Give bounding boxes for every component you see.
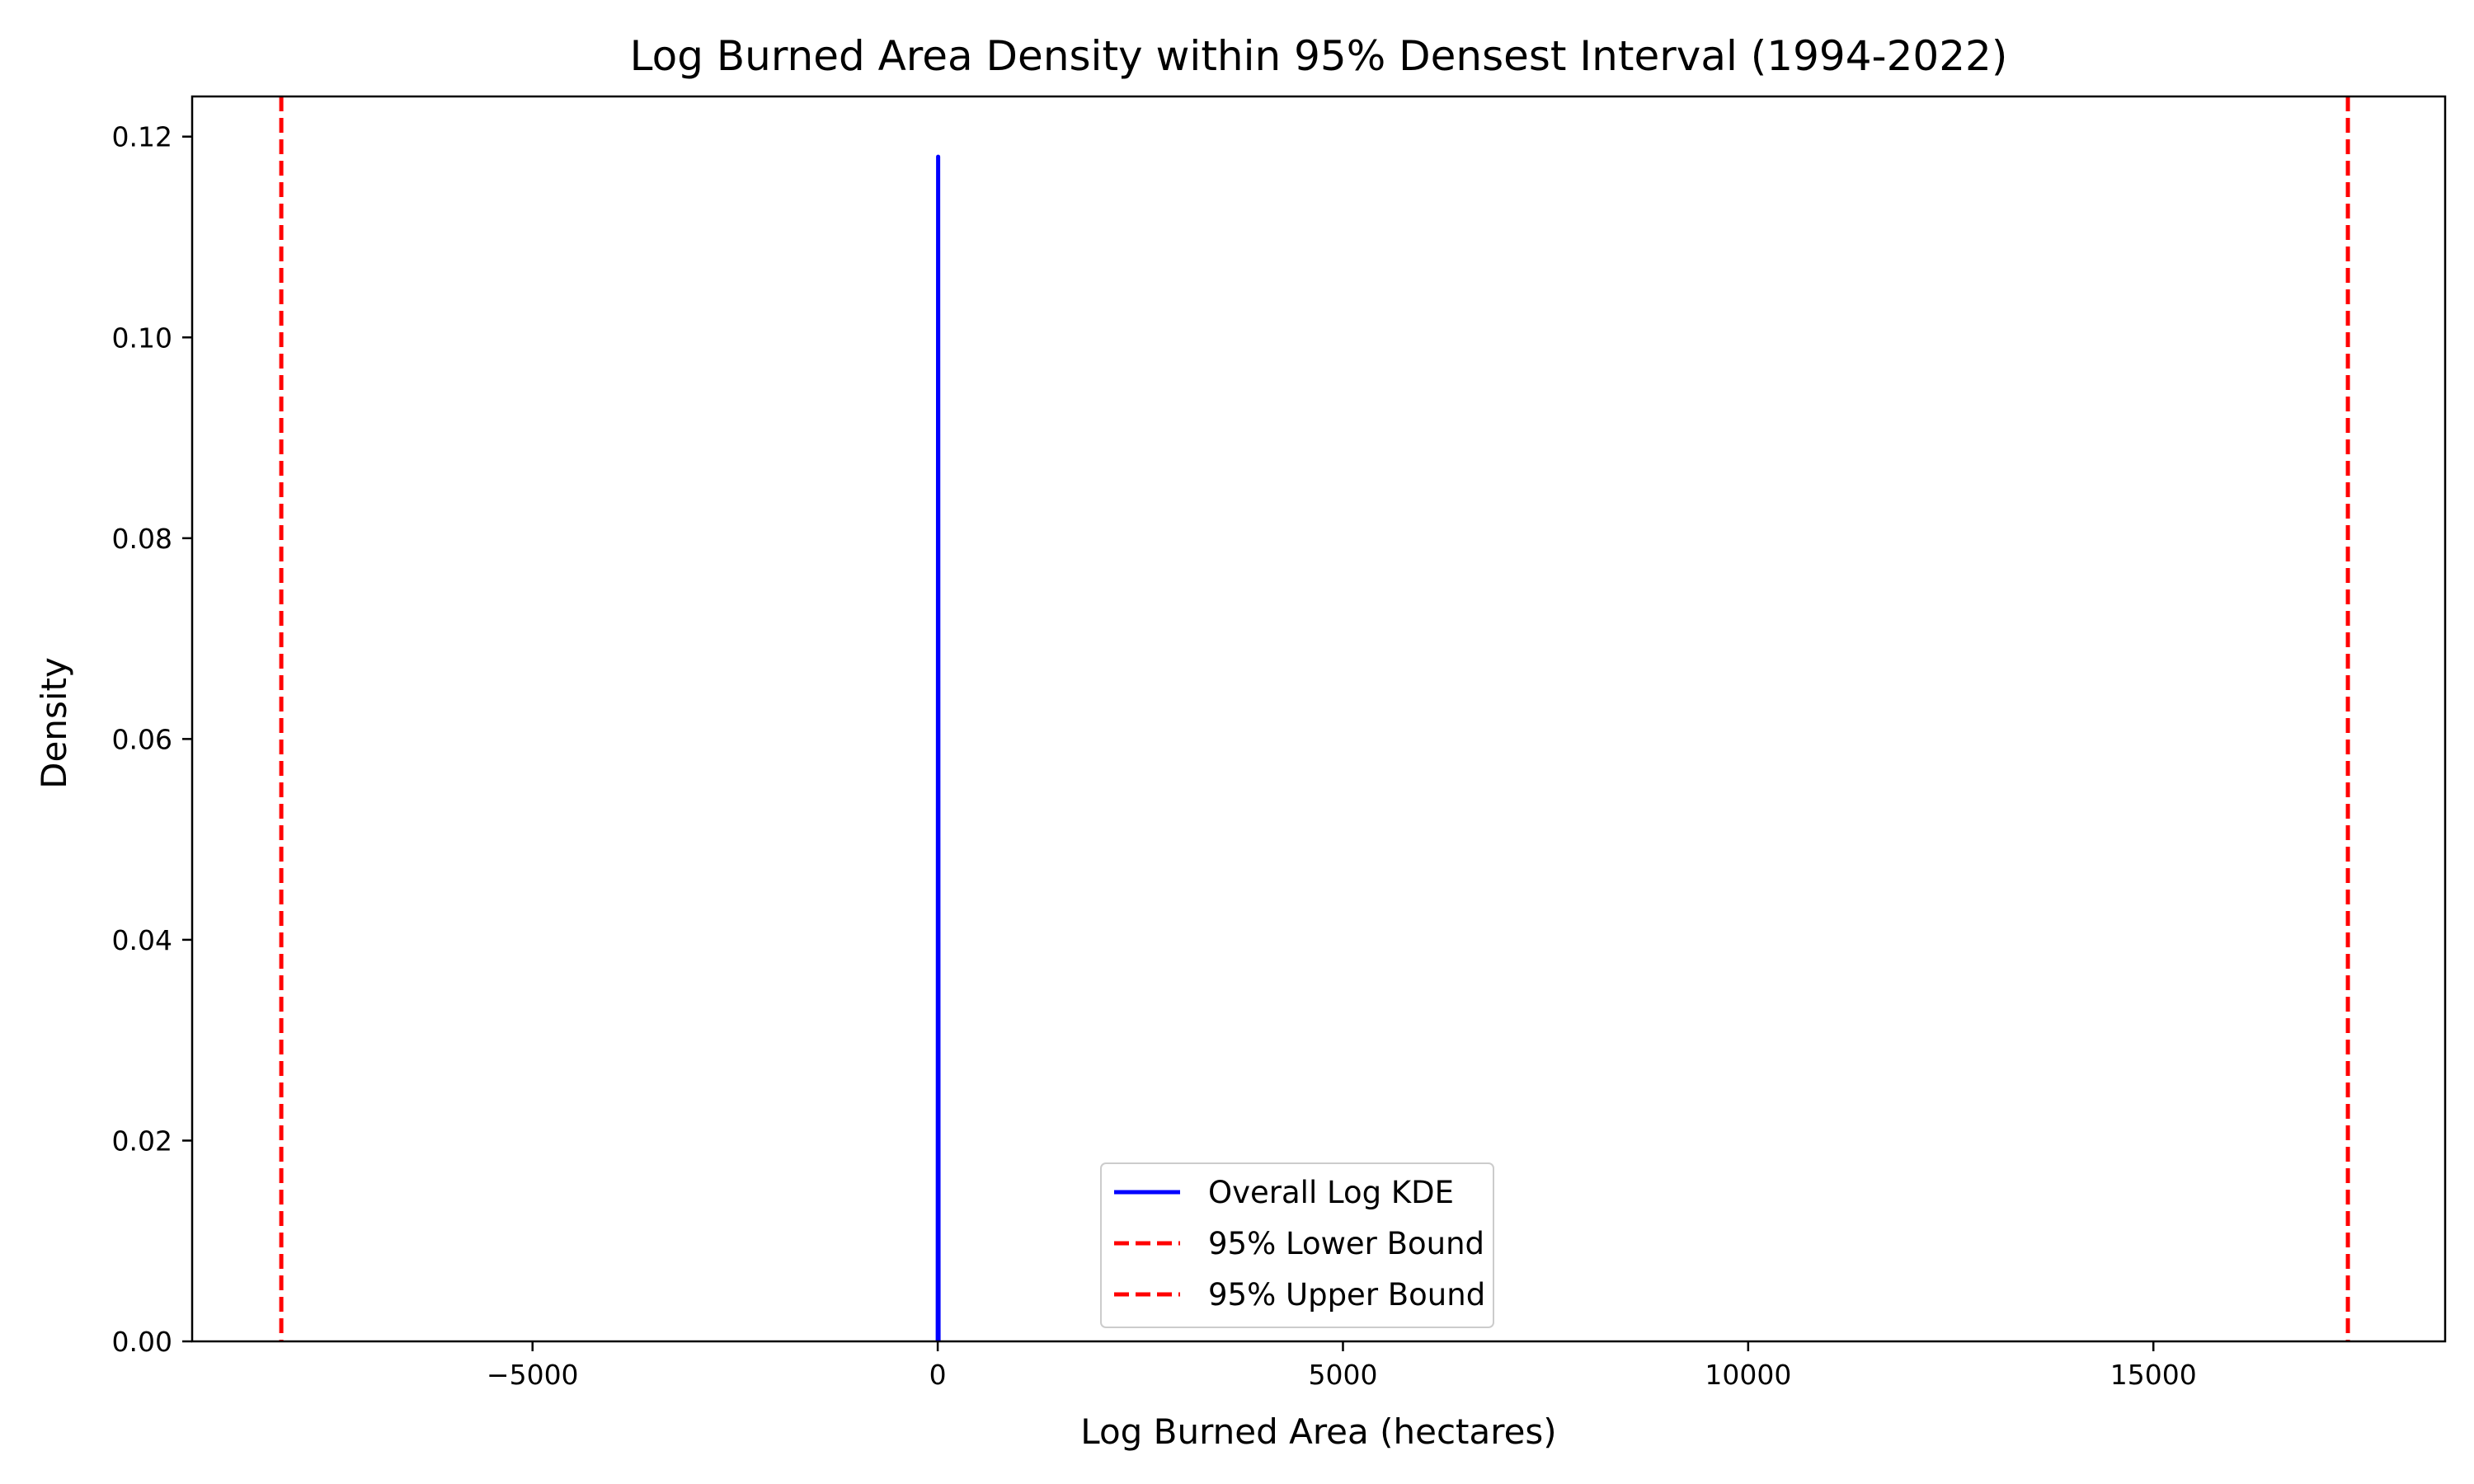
x-tick-label: 5000 xyxy=(1308,1359,1377,1391)
legend-label: 95% Lower Bound xyxy=(1208,1226,1484,1261)
axis-ticks: −5000 0 5000 10000 15000 0.00 0.02 0.04 0.06 0.08… xyxy=(112,121,2197,1391)
y-tick-label: 0.08 xyxy=(112,523,172,555)
x-tick-label: 10000 xyxy=(1705,1359,1791,1391)
legend: Overall Log KDE 95% Lower Bound 95% Upper … xyxy=(1100,1162,1494,1328)
plot-area xyxy=(190,95,2447,1343)
axes-frame xyxy=(190,95,2447,1343)
x-tick-label: −5000 xyxy=(487,1359,579,1391)
x-axis-label: Log Burned Area (hectares) xyxy=(1080,1411,1556,1452)
x-tick-label: 15000 xyxy=(2110,1359,2197,1391)
legend-box xyxy=(1100,1162,1494,1328)
y-axis-label: Density xyxy=(34,657,74,789)
y-tick-label: 0.02 xyxy=(112,1125,172,1157)
x-tick-label: 0 xyxy=(929,1359,947,1391)
y-tick-label: 0.10 xyxy=(112,322,172,354)
y-tick-label: 0.06 xyxy=(112,723,172,755)
y-tick-label: 0.12 xyxy=(112,121,172,153)
y-tick-label: 0.00 xyxy=(112,1326,172,1358)
series-group xyxy=(279,96,2350,1341)
legend-label: Overall Log KDE xyxy=(1208,1175,1454,1210)
legend-label: 95% Upper Bound xyxy=(1208,1277,1485,1313)
chart-title: Log Burned Area Density within 95% Dense… xyxy=(630,32,2008,80)
y-tick-label: 0.04 xyxy=(112,924,172,956)
